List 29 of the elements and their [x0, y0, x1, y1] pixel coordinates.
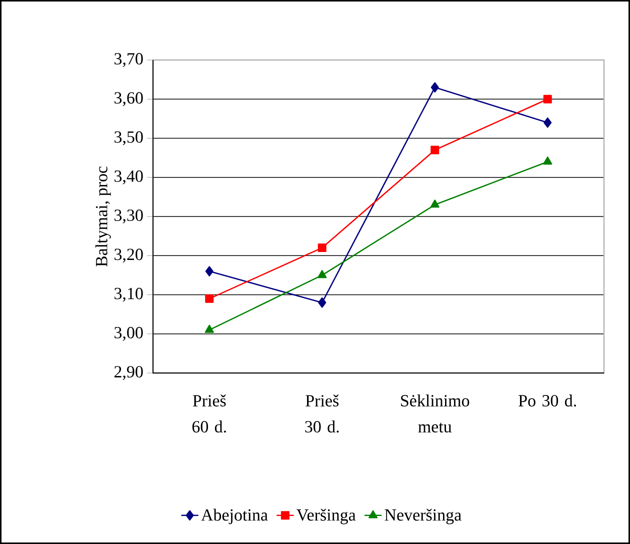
point [318, 297, 326, 308]
y-tick-label: 3,40 [114, 170, 143, 184]
y-tick-label: 3,10 [114, 288, 143, 302]
y-tick-label: 3,00 [114, 326, 143, 341]
point [318, 244, 326, 252]
y-tick-label: 3,60 [114, 92, 143, 106]
legend-label: Abejotina [201, 508, 268, 524]
x-tick-label: Sėklinimo metu [401, 394, 470, 432]
point [318, 270, 327, 278]
point [544, 117, 552, 128]
point [543, 94, 552, 104]
y-tick-label: 3,70 [114, 53, 143, 67]
point [205, 294, 214, 303]
y-tick-label: 3,20 [114, 248, 143, 263]
point [543, 156, 552, 165]
point [204, 324, 214, 333]
point [205, 266, 214, 276]
x-tick-label: Prieš 30 d. [305, 394, 339, 433]
y-tick-label: 3,30 [114, 210, 143, 224]
point [430, 146, 440, 154]
point [430, 82, 439, 93]
x-tick-label: Prieš 60 d. [192, 394, 226, 433]
legend-label: Neveršinga [384, 508, 462, 524]
legend-label: Veršinga [296, 508, 356, 524]
y-tick-label: 3,50 [114, 131, 143, 146]
x-tick-label: Po 30 d. [518, 394, 576, 407]
point [430, 200, 440, 208]
y-tick-label: 2,90 [114, 366, 143, 380]
y-axis-title: Baltymai, proc [95, 166, 111, 267]
